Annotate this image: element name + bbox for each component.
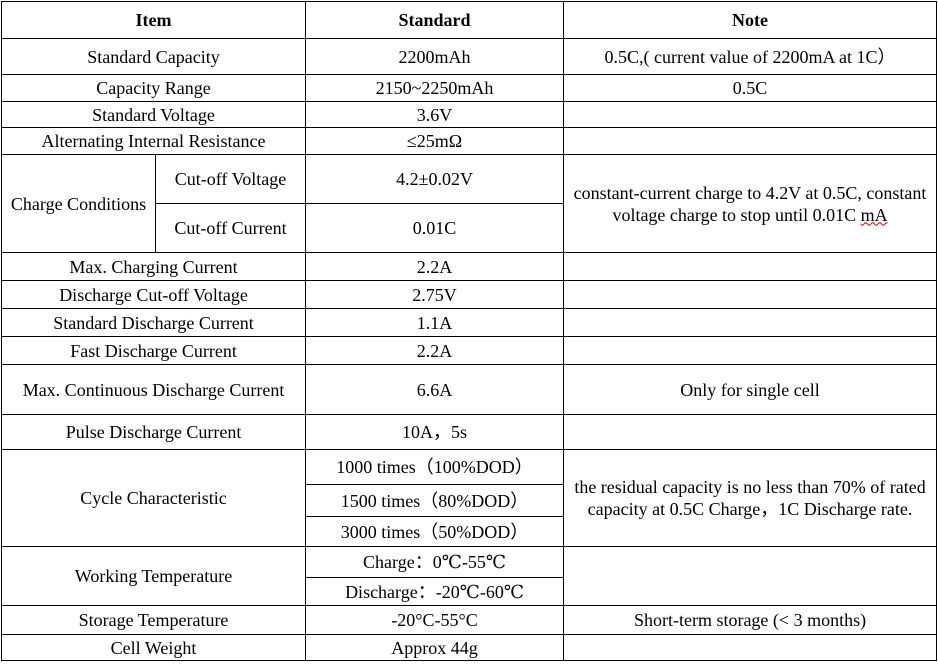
standard-cell: 3000 times（50%DOD） <box>305 516 565 547</box>
charge-note-unit: mA <box>860 204 888 225</box>
standard-cell: Approx 44g <box>305 634 565 661</box>
note-cell: the residual capacity is no less than 70… <box>563 449 938 547</box>
header-standard: Standard <box>305 1 565 39</box>
standard-cell: 2.75V <box>305 280 565 309</box>
standard-cell: 4.2±0.02V <box>305 154 565 204</box>
note-cell <box>563 336 938 365</box>
item-cell: Standard Voltage <box>0 101 307 128</box>
table-header-row: Item Standard Note <box>0 1 938 39</box>
table-row: Discharge：-20℃-60℃ <box>2 577 937 606</box>
item-cell: Max. Continuous Discharge Current <box>0 364 307 415</box>
item-cell: Pulse Discharge Current <box>0 414 307 450</box>
standard-cell: Charge：0℃-55℃ <box>305 546 565 578</box>
item-cell: Discharge Cut-off Voltage <box>0 280 307 309</box>
table-row: Alternating Internal Resistance ≤25mΩ <box>0 127 938 155</box>
sub-item-cell: Cut-off Current <box>154 203 307 253</box>
standard-cell: 2150~2250mAh <box>305 74 565 102</box>
standard-cell: Discharge：-20℃-60℃ <box>305 577 565 606</box>
table-row: Pulse Discharge Current 10A，5s <box>0 414 938 450</box>
standard-cell: 3.6V <box>305 101 565 128</box>
standard-cell: 1000 times（100%DOD） <box>305 449 565 485</box>
standard-cell: 0.01C <box>305 203 565 253</box>
table-row: Standard Discharge Current 1.1A <box>0 308 938 337</box>
header-item: Item <box>0 1 307 39</box>
standard-cell: 10A，5s <box>305 414 565 450</box>
note-cell: Only for single cell <box>563 364 938 415</box>
table-row: Max. Charging Current 2.2A <box>0 252 938 281</box>
standard-cell: 1.1A <box>305 308 565 337</box>
note-cell: constant-current charge to 4.2V at 0.5C,… <box>563 154 938 253</box>
table-row: Storage Temperature -20°C-55°C Short-ter… <box>0 605 938 635</box>
standard-cell: 2.2A <box>305 336 565 365</box>
standard-cell: 2200mAh <box>305 38 565 75</box>
note-cell <box>563 308 938 337</box>
standard-cell: -20°C-55°C <box>305 605 565 635</box>
note-cell <box>563 634 938 661</box>
table-row: 1500 times（80%DOD） <box>2 484 937 517</box>
item-cell: Max. Charging Current <box>0 252 307 281</box>
standard-cell: 1500 times（80%DOD） <box>305 484 565 517</box>
item-cell: Capacity Range <box>0 74 307 102</box>
table-row: Standard Voltage 3.6V <box>0 101 938 128</box>
note-cell <box>563 546 938 606</box>
item-cell: Working Temperature <box>0 546 307 606</box>
standard-cell: ≤25mΩ <box>305 127 565 155</box>
table-row: Standard Capacity 2200mAh 0.5C,( current… <box>0 38 938 75</box>
standard-cell: 6.6A <box>305 364 565 415</box>
note-cell: Short-term storage (< 3 months) <box>563 605 938 635</box>
note-cell <box>563 252 938 281</box>
item-cell: Storage Temperature <box>0 605 307 635</box>
table-row: Max. Continuous Discharge Current 6.6A O… <box>0 364 938 415</box>
header-note: Note <box>563 1 938 39</box>
item-cell: Alternating Internal Resistance <box>0 127 307 155</box>
note-cell <box>563 280 938 309</box>
table-row: Capacity Range 2150~2250mAh 0.5C <box>0 74 938 102</box>
item-cell: Standard Discharge Current <box>0 308 307 337</box>
sub-item-cell: Cut-off Voltage <box>154 154 307 204</box>
item-cell: Cell Weight <box>0 634 307 661</box>
note-cell <box>563 127 938 155</box>
note-cell <box>563 101 938 128</box>
item-cell: Charge Conditions <box>1 154 156 253</box>
table-row: Fast Discharge Current 2.2A <box>0 336 938 365</box>
note-cell: 0.5C,( current value of 2200mA at 1C） <box>563 38 938 75</box>
item-cell: Fast Discharge Current <box>0 336 307 365</box>
item-cell: Cycle Characteristic <box>0 449 307 547</box>
table-row: Working Temperature Charge：0℃-55℃ <box>0 546 938 606</box>
table-row: Cell Weight Approx 44g <box>0 634 938 661</box>
note-cell <box>563 414 938 450</box>
note-cell: 0.5C <box>563 74 938 102</box>
table-row: Cycle Characteristic 1000 times（100%DOD）… <box>0 449 938 547</box>
table-row: 3000 times（50%DOD） <box>2 516 937 547</box>
item-cell: Standard Capacity <box>0 38 307 75</box>
standard-cell: 2.2A <box>305 252 565 281</box>
table-row: Discharge Cut-off Voltage 2.75V <box>0 280 938 309</box>
charge-note-text: constant-current charge to 4.2V at 0.5C,… <box>573 182 927 225</box>
table-row: Charge Conditions Cut-off Voltage 4.2±0.… <box>1 154 938 253</box>
